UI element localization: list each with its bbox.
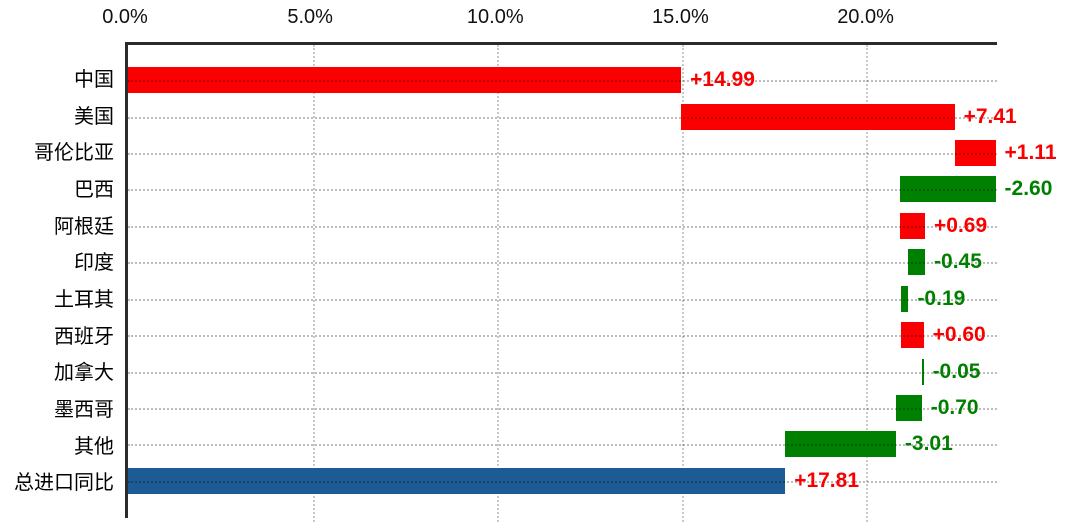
category-label: 其他 [74,435,114,458]
value-label: -2.60 [1004,177,1053,201]
chart-row: -0.19 [128,281,997,317]
horizontal-gridline [128,80,997,83]
category-labels: 中国美国哥伦比亚巴西阿根廷印度土耳其西班牙加拿大墨西哥其他总进口同比 [0,42,114,518]
horizontal-gridline [128,262,997,265]
x-axis-tick-label: 5.0% [287,6,333,28]
bar [901,285,909,312]
bar [908,249,926,276]
bar [921,358,924,385]
bar [899,176,996,203]
horizontal-gridline [128,116,997,119]
chart-row: +0.60 [128,317,997,353]
horizontal-gridline [128,335,997,338]
category-label: 阿根廷 [54,215,114,238]
category-label: 印度 [74,252,114,275]
bar [895,395,922,421]
value-label: -0.05 [932,359,981,383]
category-label: 中国 [74,68,114,91]
horizontal-gridline [128,225,997,228]
bar [954,140,996,167]
horizontal-gridline [128,408,997,410]
bar-rows: +14.99 +7.41 +1.11 -2.60 +0.69 -0.45 -0.19 +0.6… [128,45,1057,518]
x-axis-tick-label: 20.0% [837,6,894,28]
horizontal-gridline [128,371,997,374]
chart-row: -0.45 [128,244,997,280]
horizontal-gridline [128,189,997,192]
bar [899,212,926,239]
category-label: 西班牙 [54,325,114,348]
category-label: 总进口同比 [14,472,114,495]
horizontal-gridline [128,153,997,156]
horizontal-gridline [128,444,997,447]
value-label: +0.69 [934,213,988,237]
x-axis-tick-label: 15.0% [652,6,709,28]
category-label: 哥伦比亚 [34,142,114,165]
chart-row: +7.41 [128,98,1017,134]
bar [681,103,955,130]
chart-row: +14.99 [128,62,997,98]
vertical-gridline [866,45,868,522]
bar [784,431,896,458]
bar [128,67,682,94]
x-axis: 0.0% 5.0% 10.0% 15.0% 20.0% [102,6,997,36]
chart-row: -2.60 [128,171,1052,207]
category-label: 加拿大 [54,362,114,385]
category-label: 美国 [74,105,114,128]
value-label: +0.60 [932,323,986,347]
bar [901,322,924,349]
chart-row: +1.11 [128,135,1057,171]
horizontal-gridline [128,298,997,301]
value-label: +7.41 [963,104,1017,128]
vertical-gridline [681,45,684,522]
category-label: 巴西 [74,178,114,201]
x-axis-tick-label: 10.0% [466,6,524,28]
value-label: +1.11 [1004,141,1057,165]
value-label: +14.99 [690,68,755,92]
value-label: +17.81 [794,468,860,492]
value-label: -0.19 [917,286,966,310]
value-label: -3.01 [904,432,953,456]
vertical-gridline [312,45,315,522]
category-label: 土耳其 [54,288,114,311]
x-axis-tick-label: 0.0% [102,6,148,28]
bar [128,467,786,494]
value-label: -0.70 [930,396,979,419]
vertical-gridline [497,45,499,522]
plot-area: +14.99 +7.41 +1.11 -2.60 +0.69 -0.45 -0.19 +0.6… [125,42,1057,522]
chart-row: -0.05 [128,353,997,389]
chart-row: -0.70 [128,390,997,426]
horizontal-gridline [128,480,997,483]
category-label: 墨西哥 [54,398,114,421]
chart-row: +0.69 [128,208,997,244]
value-label: -0.45 [934,250,982,274]
chart-row: -3.01 [128,426,997,462]
chart-row: +17.81 [128,463,997,499]
